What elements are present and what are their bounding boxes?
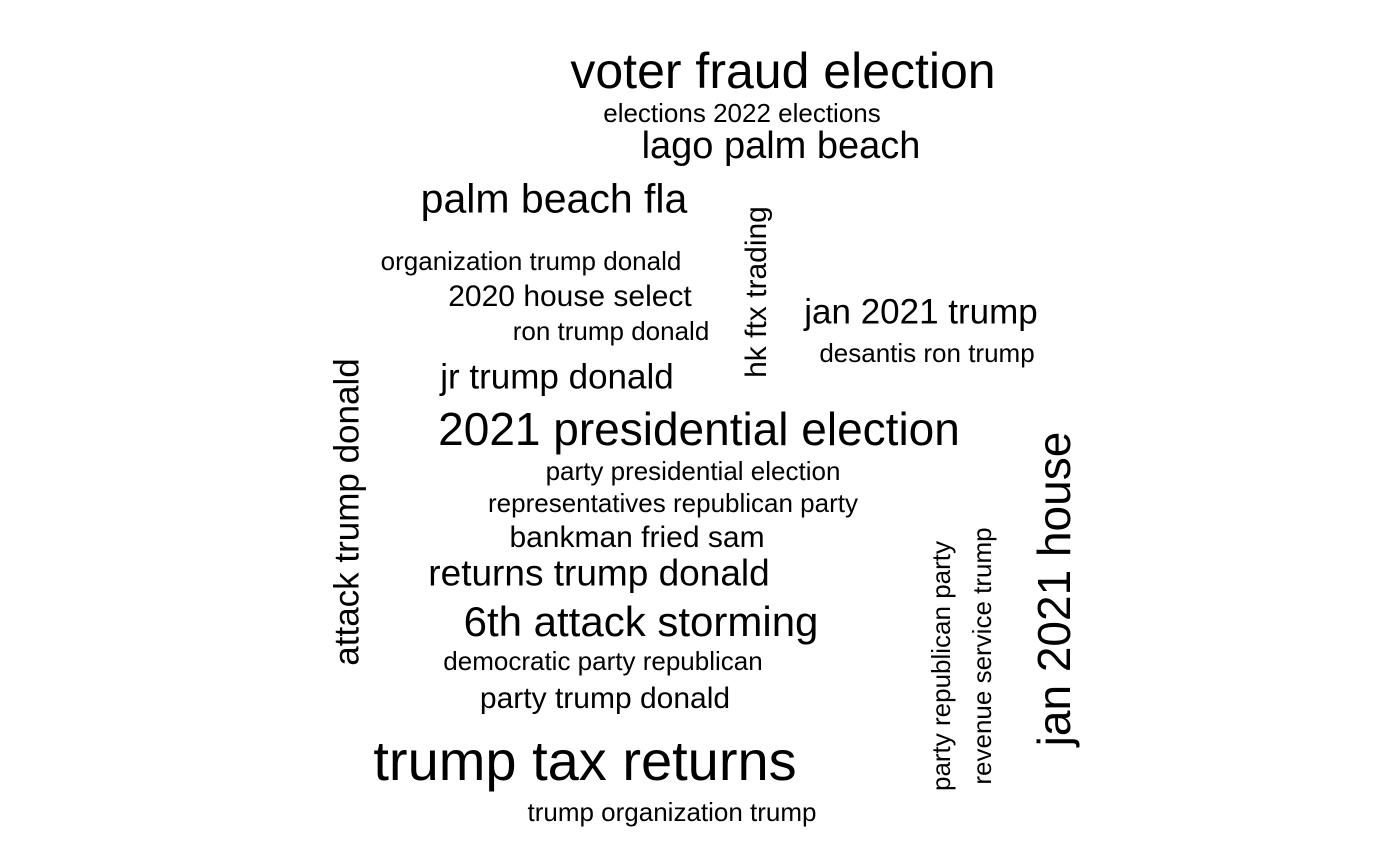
word-cloud-phrase: bankman fried sam (509, 521, 765, 554)
word-cloud-phrase: trump tax returns (373, 729, 797, 792)
word-cloud-phrase: 6th attack storming (463, 598, 819, 645)
word-cloud-phrase-vertical: attack trump donald (327, 358, 367, 666)
word-cloud-phrase: trump organization trump (527, 797, 817, 827)
word-cloud-phrase: party trump donald (479, 682, 731, 715)
word-cloud-phrase: party presidential election (545, 456, 841, 486)
word-cloud-phrase: jan 2021 trump (804, 292, 1038, 332)
word-cloud-phrase: elections 2022 elections (603, 98, 881, 128)
word-cloud-phrase-vertical: jan 2021 house (1028, 431, 1080, 747)
word-cloud-phrase: 2020 house select (448, 280, 692, 313)
word-cloud-phrase: lago palm beach (641, 125, 921, 167)
word-cloud-phrase: representatives republican party (488, 488, 858, 518)
word-cloud-phrase-vertical: hk ftx trading (740, 206, 773, 378)
word-cloud-phrase: 2021 presidential election (438, 403, 960, 455)
word-cloud-phrase-vertical: party republican party (926, 540, 956, 792)
word-cloud-phrase: desantis ron trump (819, 338, 1035, 368)
word-cloud-phrase: palm beach fla (420, 175, 688, 222)
word-cloud-phrase: voter fraud election (570, 43, 996, 99)
word-cloud-phrase: democratic party republican (443, 646, 763, 676)
word-cloud-phrase: jr trump donald (440, 357, 674, 397)
word-cloud-phrase: organization trump donald (380, 246, 682, 276)
word-cloud-phrase: returns trump donald (428, 552, 770, 594)
word-cloud-phrase: ron trump donald (512, 316, 710, 346)
word-cloud-phrase-vertical: revenue service trump (967, 527, 997, 785)
